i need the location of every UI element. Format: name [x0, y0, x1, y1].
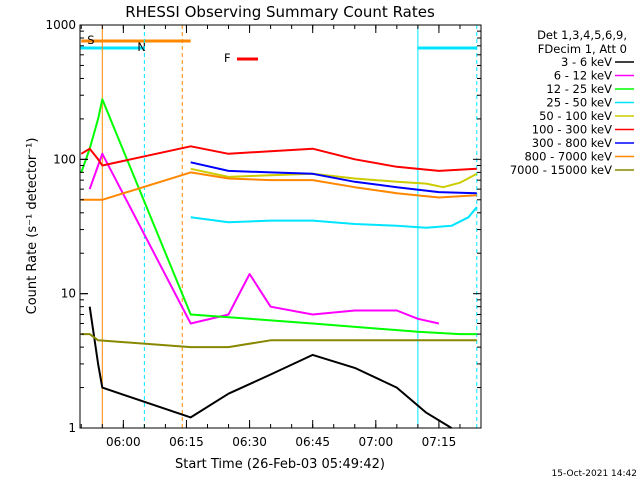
series-line-3-6-kev [88, 306, 453, 429]
x-tick-label: 06:15 [169, 435, 204, 449]
legend-entry-label: 6 - 12 keV [554, 69, 612, 83]
flag-label-n: N [137, 40, 146, 54]
legend-entry-label: 3 - 6 keV [561, 55, 612, 69]
y-tick-label: 10 [61, 287, 76, 301]
x-tick-label: 06:30 [232, 435, 267, 449]
y-axis-label: Count Rate (s⁻¹ detector⁻¹) [25, 138, 40, 315]
legend-entry-label: 50 - 100 keV [539, 109, 612, 123]
series-line-50-100-kev [190, 167, 478, 189]
legend-entry-label: 800 - 7000 keV [524, 150, 612, 164]
y-axis-ticks: 1 10 100 1000 [45, 18, 481, 435]
x-axis-label: Start Time (26-Feb-03 05:49:42) [175, 457, 385, 472]
chart-title: RHESSI Observing Summary Count Rates [125, 3, 435, 21]
legend-entry-label: 7000 - 15000 keV [510, 163, 612, 177]
flag-label-f: F [224, 51, 231, 65]
series-line-25-50-kev [190, 206, 478, 229]
series-line-800-7000-kev [81, 171, 477, 201]
x-tick-label: 07:15 [422, 435, 457, 449]
y-tick-label: 1 [68, 421, 76, 435]
series-line-300-800-kev [190, 161, 477, 195]
series-line-6-12-kev [88, 152, 440, 325]
legend-header: Det 1,3,4,5,6,9, [537, 28, 627, 42]
legend-header: FDecim 1, Att 0 [538, 42, 627, 56]
footer-timestamp: 15-Oct-2021 14:42 [552, 469, 637, 479]
x-tick-label: 07:00 [359, 435, 394, 449]
legend-entry-label: 25 - 50 keV [546, 96, 612, 110]
series-line-7000-15000-kev [81, 333, 477, 349]
series-group [80, 98, 478, 429]
legend-entry-label: 100 - 300 keV [532, 123, 612, 137]
x-tick-label: 06:45 [295, 435, 330, 449]
series-line-12-25-kev [80, 98, 477, 336]
legend-entry-label: 12 - 25 keV [546, 82, 612, 96]
legend: Det 1,3,4,5,6,9,FDecim 1, Att 03 - 6 keV… [510, 28, 634, 177]
x-axis-ticks: 06:00 06:15 06:30 06:45 07:00 07:15 [80, 25, 482, 449]
series-line-100-300-kev [80, 145, 477, 172]
flag-bars: S N F [80, 33, 477, 65]
flag-label-s: S [87, 33, 94, 47]
y-tick-label: 100 [53, 152, 76, 166]
plot-frame [79, 24, 482, 429]
y-tick-label: 1000 [45, 18, 76, 32]
x-tick-label: 06:00 [106, 435, 141, 449]
legend-entry-label: 300 - 800 keV [532, 136, 612, 150]
